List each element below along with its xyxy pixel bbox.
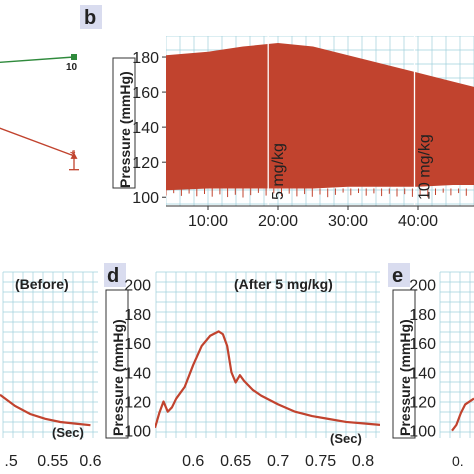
- panel-d-ytick-label: 100: [124, 424, 151, 441]
- panel-e-ytick-label: 100: [409, 424, 436, 441]
- panel-e-ytick-label: 140: [409, 365, 436, 382]
- panel-b-ytick-label: 180: [132, 50, 159, 67]
- pressure-trace-band: [166, 43, 474, 191]
- panel-d-ytick-label: 200: [124, 278, 151, 295]
- panel-e-badge: [388, 263, 410, 287]
- panel-c-xtick-label: 0.6: [79, 453, 101, 470]
- panel-d-xtick-label: 0.6: [182, 453, 204, 470]
- panel-c-plot-bg: [0, 270, 98, 438]
- panel-e-label: e: [392, 265, 403, 287]
- panel-e: e 100 120 140 160 180 200 0. Pressure (mmHg): [388, 263, 474, 469]
- panel-e-ytick-label: 180: [409, 307, 436, 324]
- panel-b-xtick-label: 30:00: [328, 213, 368, 230]
- panel-d-ytick-label: 140: [124, 365, 151, 382]
- panel-d-xtick-label: 0.75: [305, 453, 336, 470]
- panel-b-xtick-label: 20:00: [258, 213, 298, 230]
- panel-b: b 100 120 140 160 180 10:00 20:00 30:00 40:00 5…: [80, 5, 474, 230]
- panel-b-label: b: [84, 7, 96, 29]
- panel-c-xunit: (Sec): [52, 425, 84, 440]
- panel-e-ytick-label: 200: [409, 278, 436, 295]
- panel-e-ytick-label: 160: [409, 336, 436, 353]
- dose-marker-label: 10 mg/kg: [417, 134, 434, 200]
- panel-d-ytick-label: 180: [124, 307, 151, 324]
- panel-d-xtick-label: 0.65: [220, 453, 251, 470]
- panel-c: (Before) (Sec) .5 0.55 0.6: [0, 270, 102, 470]
- panel-b-xtick-label: 10:00: [188, 213, 228, 230]
- panel-e-xtick-label: 0.: [452, 453, 464, 469]
- panel-b-ytick-label: 100: [132, 190, 159, 207]
- panel-d-ytick-label: 120: [124, 394, 151, 411]
- panel-d-ytick-label: 160: [124, 336, 151, 353]
- panel-b-ytick-label: 140: [132, 120, 159, 137]
- panel-a: 10 *: [0, 54, 79, 171]
- panel-d-xtick-label: 0.7: [267, 453, 289, 470]
- panel-b-ylabel: Pressure (mmHg): [117, 71, 133, 188]
- panel-e-plot-bg: [438, 270, 474, 438]
- panel-e-pressure-trace: [451, 397, 474, 432]
- panel-b-ytick-label: 120: [132, 155, 159, 172]
- panel-e-ytick-label: 120: [409, 394, 436, 411]
- panel-d-label: d: [107, 265, 119, 287]
- panel-b-xtick-label: 40:00: [398, 213, 438, 230]
- panel-c-pressure-trace: [0, 393, 91, 427]
- dose-marker-label: 5 mg/kg: [270, 143, 287, 200]
- panel-c-xtick-label: .5: [4, 453, 17, 470]
- panel-d: d 100 120 140 160 180 200 0.6 0.65 0.7 0.75 0.8 (…: [104, 263, 380, 470]
- panel-c-xtick-label: 0.55: [37, 453, 68, 470]
- panel-c-annotation: (Before): [15, 276, 69, 292]
- panel-a-point: [71, 54, 77, 60]
- panel-d-ylabel-box: [105, 289, 129, 439]
- panel-b-ytick-label: 160: [132, 85, 159, 102]
- panel-d-pressure-trace: [155, 330, 380, 429]
- panel-e-ylabel: Pressure (mmHg): [397, 319, 413, 436]
- panel-a-series-line: [0, 127, 75, 157]
- panel-d-xtick-label: 0.8: [352, 453, 374, 470]
- panel-d-plot-bg: [155, 270, 380, 438]
- panel-a-series-line: [0, 56, 75, 64]
- panel-d-ylabel: Pressure (mmHg): [110, 319, 126, 436]
- panel-d-annotation: (After 5 mg/kg): [234, 276, 333, 292]
- panel-d-xunit: (Sec): [330, 431, 362, 446]
- panel-d-badge: [104, 263, 126, 287]
- panel-b-ylabel-box: [112, 57, 136, 189]
- panel-a-tick-label: 10: [66, 62, 78, 73]
- significance-marker: *: [70, 147, 76, 163]
- panel-e-ylabel-box: [392, 289, 416, 439]
- panel-b-badge: [80, 5, 102, 29]
